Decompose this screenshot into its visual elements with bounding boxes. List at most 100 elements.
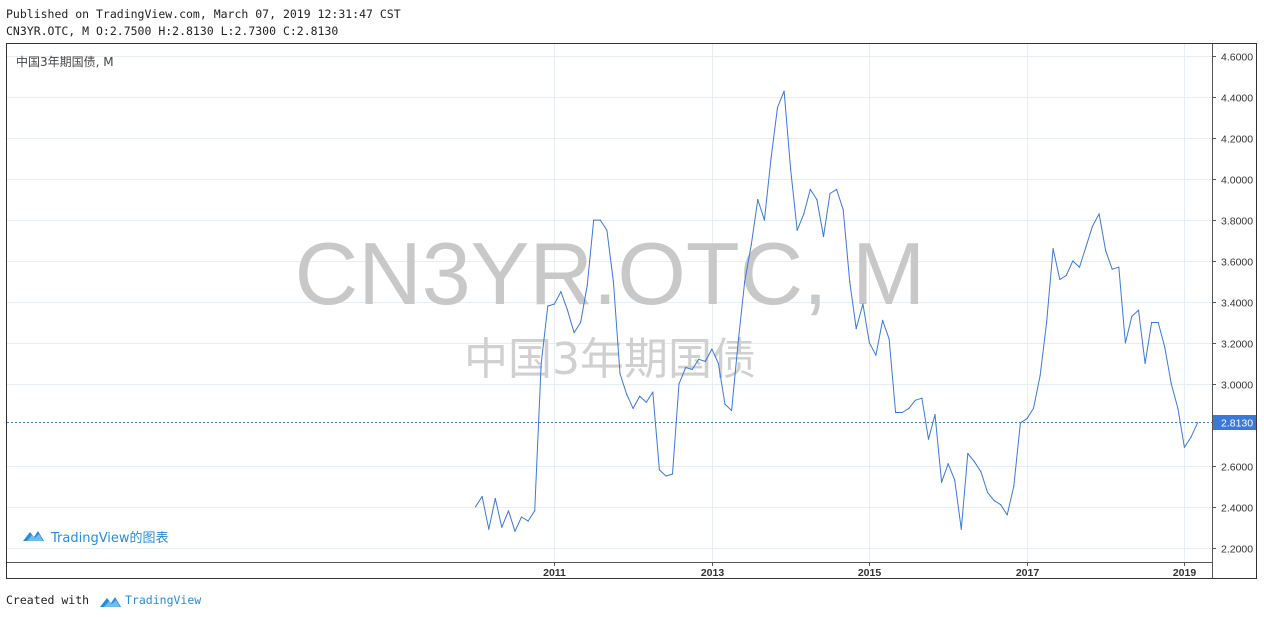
published-info: Published on TradingView.com, March 07, … bbox=[6, 7, 401, 21]
data-point bbox=[599, 219, 601, 221]
data-point bbox=[520, 516, 523, 518]
data-point bbox=[704, 360, 706, 362]
y-tick-label: 2.2000 bbox=[1221, 544, 1253, 556]
data-point bbox=[475, 506, 477, 508]
data-point bbox=[665, 475, 667, 477]
data-point bbox=[836, 188, 838, 190]
data-point bbox=[862, 303, 864, 305]
data-point bbox=[875, 354, 877, 356]
data-point bbox=[790, 168, 792, 170]
chart-frame: CN3YR.OTC, M 中国3年期国债 2.2000 2.4000 2.6000 3… bbox=[6, 43, 1257, 579]
data-point bbox=[1118, 266, 1120, 268]
data-point bbox=[678, 383, 680, 385]
data-point bbox=[816, 199, 818, 201]
data-point bbox=[1059, 278, 1061, 281]
data-point bbox=[1091, 225, 1094, 227]
data-point bbox=[960, 528, 962, 530]
last-price-label-text: 2.8130 bbox=[1221, 418, 1253, 430]
y-tick-label: 4.6000 bbox=[1221, 52, 1253, 64]
data-point bbox=[901, 411, 903, 414]
data-point bbox=[1151, 321, 1153, 324]
data-point bbox=[547, 305, 549, 307]
data-point bbox=[698, 358, 700, 360]
tradingview-footer-icon bbox=[100, 596, 122, 607]
watermark-symbol: CN3YR.OTC, M bbox=[295, 224, 926, 323]
tradingview-logo-text: TradingView的图表 bbox=[50, 530, 169, 546]
data-point bbox=[1177, 407, 1179, 409]
y-tick-label: 4.0000 bbox=[1221, 175, 1253, 187]
data-point bbox=[606, 229, 608, 231]
data-point bbox=[986, 491, 989, 493]
data-point bbox=[494, 497, 496, 500]
data-point bbox=[619, 373, 621, 375]
tradingview-cloud-icon bbox=[23, 531, 44, 541]
data-point bbox=[849, 280, 851, 283]
data-point bbox=[1000, 504, 1002, 506]
x-tick-label: 2011 bbox=[543, 567, 566, 579]
data-point bbox=[908, 407, 910, 409]
data-point bbox=[1105, 250, 1107, 252]
data-point bbox=[527, 520, 529, 522]
y-axis: 2.2000 2.4000 2.6000 3.0000 3.2000 3.4000 3.60… bbox=[1212, 52, 1253, 556]
y-tick-label: 3.0000 bbox=[1221, 380, 1253, 392]
data-point bbox=[1131, 315, 1133, 317]
data-point bbox=[934, 414, 936, 416]
data-point bbox=[685, 366, 687, 369]
data-point bbox=[954, 479, 956, 481]
data-point bbox=[488, 528, 490, 530]
footer-prefix: Created with bbox=[6, 593, 90, 607]
line-chart: CN3YR.OTC, M 中国3年期国债 2.2000 2.4000 2.6000 3… bbox=[7, 44, 1256, 579]
data-point bbox=[612, 280, 615, 283]
data-point bbox=[514, 530, 516, 532]
last-price-label-bg bbox=[1213, 415, 1256, 430]
data-point bbox=[1078, 266, 1081, 268]
data-point bbox=[783, 90, 785, 92]
data-point bbox=[737, 342, 739, 344]
data-point bbox=[566, 309, 569, 311]
data-point bbox=[803, 213, 805, 215]
last-price-label: 2.8130 bbox=[1213, 415, 1256, 430]
data-point bbox=[757, 199, 759, 201]
data-point bbox=[481, 495, 483, 498]
data-point bbox=[1072, 260, 1074, 262]
data-point bbox=[507, 510, 510, 512]
chart-title: 中国3年期国债, M bbox=[16, 54, 114, 69]
data-point bbox=[573, 332, 575, 334]
y-tick-label: 4.2000 bbox=[1221, 134, 1253, 146]
data-point bbox=[947, 463, 949, 465]
data-point bbox=[750, 244, 752, 246]
x-tick-label: 2017 bbox=[1016, 567, 1040, 579]
data-point bbox=[1144, 362, 1146, 364]
data-point bbox=[967, 452, 969, 455]
data-point bbox=[645, 401, 647, 403]
ohlc-info: CN3YR.OTC, M O:2.7500 H:2.8130 L:2.7300 … bbox=[6, 24, 339, 38]
data-point bbox=[941, 481, 943, 483]
data-point bbox=[927, 438, 930, 440]
data-point bbox=[868, 342, 871, 344]
x-axis: 2011 2013 2015 2017 2019 bbox=[543, 562, 1197, 579]
data-point bbox=[711, 348, 713, 350]
data-point bbox=[731, 409, 733, 412]
watermark-name: 中国3年期国债 bbox=[464, 334, 756, 385]
data-point bbox=[1065, 274, 1067, 276]
x-tick-label: 2019 bbox=[1173, 567, 1197, 579]
data-point bbox=[1157, 321, 1159, 324]
data-point bbox=[1124, 342, 1126, 344]
data-point bbox=[626, 393, 628, 395]
y-tick-label: 3.2000 bbox=[1221, 339, 1253, 351]
data-point bbox=[855, 328, 857, 330]
data-point bbox=[1190, 436, 1192, 438]
footer-brand-link[interactable]: TradingView bbox=[125, 593, 202, 607]
data-point bbox=[724, 403, 726, 405]
y-tick-label: 4.4000 bbox=[1221, 93, 1253, 105]
data-point bbox=[1170, 383, 1172, 385]
data-point bbox=[921, 397, 923, 399]
data-point bbox=[1098, 213, 1100, 215]
data-point bbox=[652, 391, 654, 393]
data-point bbox=[586, 285, 588, 287]
tradingview-logo[interactable]: TradingView的图表 bbox=[23, 530, 169, 546]
data-point bbox=[1013, 485, 1015, 487]
data-point bbox=[829, 192, 831, 195]
data-point bbox=[580, 321, 582, 324]
data-point bbox=[632, 407, 634, 409]
